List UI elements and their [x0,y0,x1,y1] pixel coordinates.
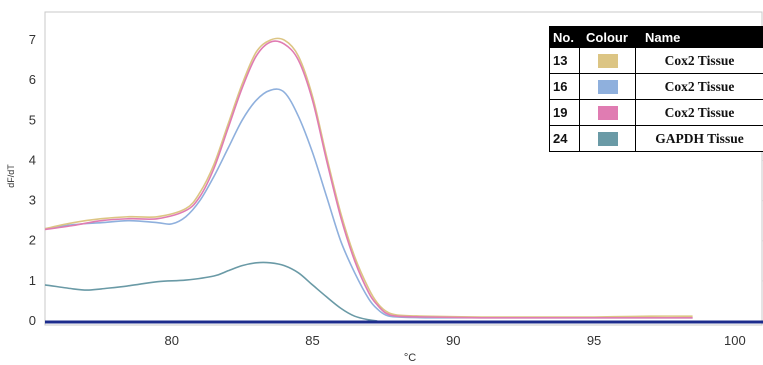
legend-row[interactable]: 19 Cox2 Tissue [550,99,763,125]
legend-name: Cox2 Tissue [664,104,735,120]
x-tick-label: 100 [724,333,746,348]
legend-row[interactable]: 16 Cox2 Tissue [550,73,763,99]
x-tick-label: 90 [446,333,460,348]
y-tick-label: 5 [29,112,36,127]
y-tick-label: 7 [29,32,36,47]
tick-labels: 80 85 90 95 100 0 1 2 3 4 5 6 7 [29,32,746,348]
legend-no: 19 [550,100,580,125]
legend-row[interactable]: 24 GAPDH Tissue [550,125,763,151]
legend-header-colour: Colour [586,29,628,45]
series-line-24 [44,261,378,322]
legend-name: GAPDH Tissue [655,130,744,146]
legend-no: 13 [550,48,580,73]
legend-no: 16 [550,74,580,99]
y-tick-label: 1 [29,273,36,288]
x-tick-label: 80 [164,333,178,348]
y-tick-label: 3 [29,193,36,208]
y-tick-label: 6 [29,72,36,87]
legend-name: Cox2 Tissue [664,52,735,68]
legend-header-no: No. [553,29,574,45]
x-axis-title: °C [404,352,416,364]
y-tick-label: 4 [29,152,36,167]
legend-swatch [597,79,618,94]
legend-no: 24 [550,126,580,151]
y-tick-label: 0 [29,313,36,328]
y-tick-label: 2 [29,233,36,248]
legend-header-name: Name [645,29,681,45]
legend-swatch [597,53,618,68]
legend-table: No. Colour Name 13 Cox2 Tissue 16 Cox2 T… [549,26,763,152]
x-tick-label: 85 [305,333,319,348]
legend-header: No. Colour Name [550,27,763,47]
y-axis-title: dF/dT [6,164,16,188]
series-line-19 [44,40,693,319]
x-tick-label: 95 [587,333,601,348]
legend-row[interactable]: 13 Cox2 Tissue [550,47,763,73]
series-lines [44,37,763,324]
legend-swatch [597,105,618,120]
legend-swatch [597,131,618,146]
legend-name: Cox2 Tissue [664,78,735,94]
